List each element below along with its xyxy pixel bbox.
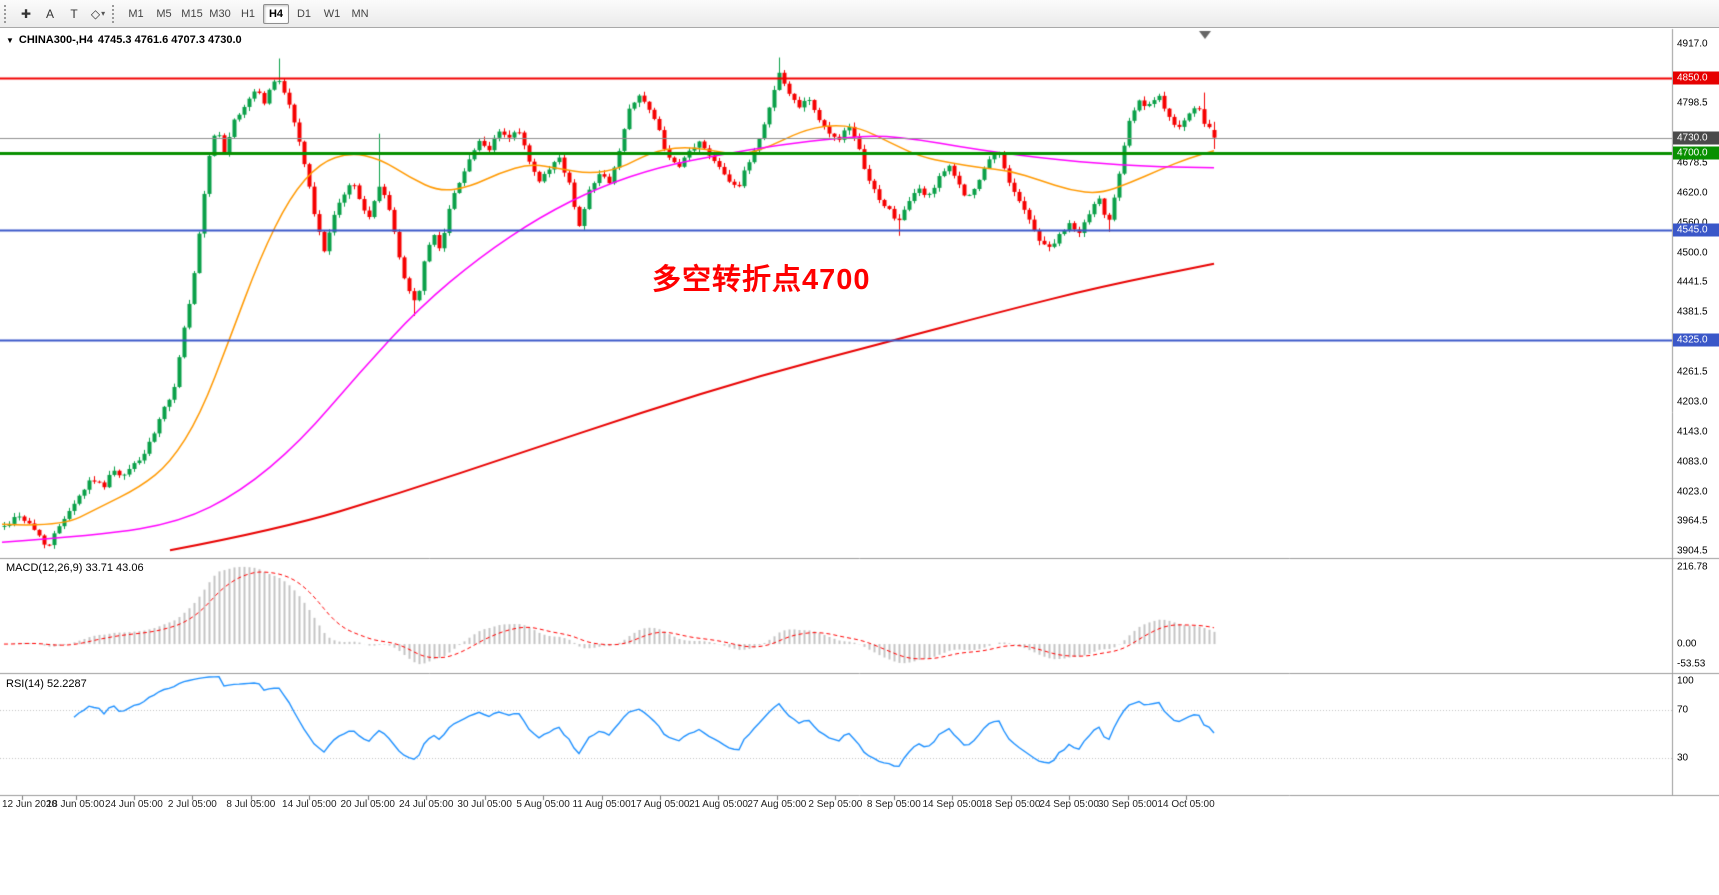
time-tick-label: 14 Oct 05:00 <box>1157 799 1215 810</box>
shapes-tool-button[interactable]: ◇ ▾ <box>87 4 109 24</box>
time-tick-label: 11 Aug 05:00 <box>572 799 631 810</box>
price-tick-label: 4203.0 <box>1677 396 1708 408</box>
rsi-axis-label: 30 <box>1677 752 1689 764</box>
time-tick-label: 14 Sep 05:00 <box>922 799 983 810</box>
time-tick-label: 18 Jun 05:00 <box>46 799 105 810</box>
price-tick-label: 4083.0 <box>1677 456 1708 468</box>
time-tick-label: 12 Jun 2020 <box>2 799 58 810</box>
time-tick-label: 27 Aug 05:00 <box>747 799 807 810</box>
crosshair-tool-icon: ✚ <box>20 6 32 21</box>
main-toolbar: ✚ A T ◇ ▾ M1 M5 M15 M30 H1 H4 D1 W1 MN <box>0 0 1719 28</box>
macd-axis-label: -53.53 <box>1677 658 1706 670</box>
ohlc-values: 4745.3 4761.6 4707.3 4730.0 <box>97 34 242 46</box>
price-tick-label: 3964.5 <box>1677 515 1708 527</box>
price-tick-label: 4500.0 <box>1677 247 1708 259</box>
time-tick-label: 2 Sep 05:00 <box>808 799 863 810</box>
chart-annotation: 多空转折点4700 <box>652 264 871 296</box>
macd-label: MACD(12,26,9) 33.71 43.06 <box>6 562 144 574</box>
time-tick-label: 2 Jul 05:00 <box>167 799 217 810</box>
toolbar-grip[interactable] <box>4 4 10 23</box>
symbol-dropdown-icon[interactable]: ▼ <box>6 35 14 45</box>
price-tick-label: 4441.5 <box>1677 276 1708 288</box>
price-badge-4730.0: 4730.0 <box>1673 131 1719 145</box>
dropdown-caret-icon: ▾ <box>101 9 106 18</box>
price-tick-label: 4143.0 <box>1677 426 1708 438</box>
time-tick-label: 18 Sep 05:00 <box>980 799 1041 810</box>
price-badge-4850.0: 4850.0 <box>1673 71 1719 85</box>
time-tick-label: 30 Sep 05:00 <box>1097 799 1158 810</box>
price-tick-label: 4261.5 <box>1677 366 1708 378</box>
text-tool-button[interactable]: A <box>39 4 61 24</box>
time-tick-label: 8 Jul 05:00 <box>226 799 276 810</box>
time-tick-label: 21 Aug 05:00 <box>688 799 748 810</box>
macd-axis-label: 216.78 <box>1677 561 1708 573</box>
text-tool-icon: A <box>45 6 54 21</box>
price-tick-label: 4381.5 <box>1677 306 1708 318</box>
price-badge-4545.0: 4545.0 <box>1673 223 1719 237</box>
price-tick-label: 3904.5 <box>1677 545 1708 557</box>
tf-button-h1[interactable]: H1 <box>240 7 256 20</box>
symbol-info: ▼ CHINA300-,H4 4745.3 4761.6 4707.3 4730… <box>6 34 242 46</box>
symbol-name: CHINA300-,H4 <box>18 34 93 46</box>
price-badge-4700.0: 4700.0 <box>1673 146 1719 160</box>
rsi-axis-label: 70 <box>1677 704 1689 716</box>
time-tick-label: 14 Jul 05:00 <box>282 799 337 810</box>
time-tick-label: 30 Jul 05:00 <box>457 799 512 810</box>
time-tick-label: 8 Sep 05:00 <box>866 799 921 810</box>
tf-button-d1[interactable]: D1 <box>296 7 312 20</box>
time-tick-label: 5 Aug 05:00 <box>516 799 570 810</box>
time-tick-label: 24 Jun 05:00 <box>105 799 163 810</box>
timeframe-buttons-group: M1 M5 M15 M30 H1 H4 D1 W1 MN <box>122 0 374 28</box>
drawing-tools-group: ✚ A T ◇ ▾ <box>14 0 110 28</box>
price-tick-label: 4917.0 <box>1677 38 1708 50</box>
time-tick-label: 24 Sep 05:00 <box>1039 799 1099 810</box>
tf-button-mn[interactable]: MN <box>351 7 369 20</box>
time-tick-label: 17 Aug 05:00 <box>630 799 690 810</box>
time-tick-label: 20 Jul 05:00 <box>340 799 396 810</box>
tf-button-m5[interactable]: M5 <box>156 7 172 20</box>
rsi-axis-label: 100 <box>1677 675 1694 687</box>
time-tick-label: 24 Jul 05:00 <box>398 799 454 810</box>
crosshair-tool-button[interactable]: ✚ <box>15 4 37 24</box>
price-tick-label: 4620.0 <box>1677 187 1708 199</box>
rsi-label: RSI(14) 52.2287 <box>6 678 87 690</box>
macd-axis-label: 0.00 <box>1677 638 1697 650</box>
tf-button-w1[interactable]: W1 <box>323 7 341 20</box>
tf-button-m15[interactable]: M15 <box>181 7 203 20</box>
tf-button-h4[interactable]: H4 <box>263 3 289 24</box>
price-badge-4325.0: 4325.0 <box>1673 333 1719 347</box>
tf-button-m1[interactable]: M1 <box>128 7 144 20</box>
shapes-tool-icon: ◇ <box>90 6 101 21</box>
text-label-tool-button[interactable]: T <box>63 4 85 24</box>
price-tick-label: 4023.0 <box>1677 486 1708 498</box>
tf-button-m30[interactable]: M30 <box>209 7 231 20</box>
text-label-tool-icon: T <box>70 6 78 21</box>
price-tick-label: 4798.5 <box>1677 97 1708 109</box>
toolbar-grip-2[interactable] <box>112 4 118 23</box>
price-tick-label: 4678.5 <box>1677 157 1708 169</box>
price-tick-label: 4560.0 <box>1677 217 1708 229</box>
